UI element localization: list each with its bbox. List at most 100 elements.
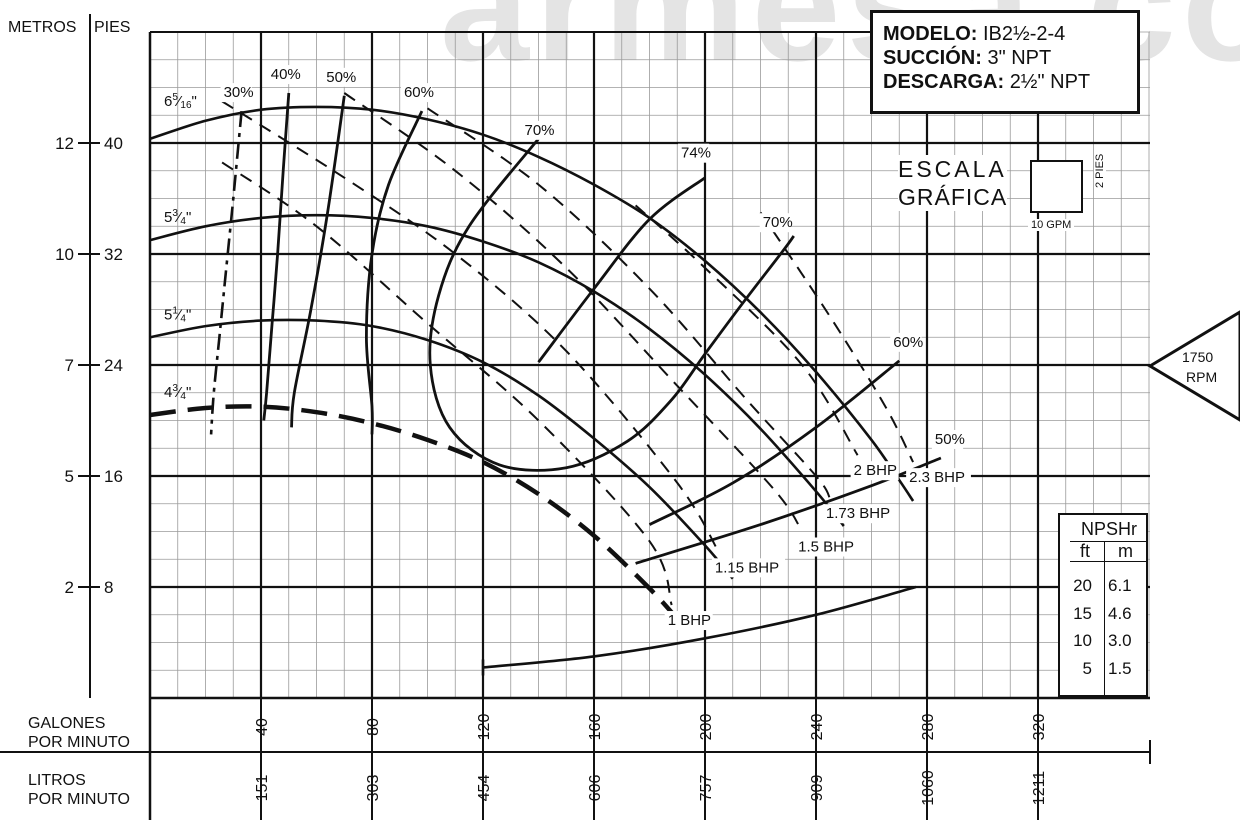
power-curve [426, 107, 831, 499]
series-labels: 65⁄16" 53⁄4" 51⁄4" 43⁄4" 1 BHP 1.15 BHP 1.5 BH… [164, 65, 971, 631]
pies-axis-label: PIES [94, 19, 130, 36]
lpm-axis-label-2: POR MINUTO [28, 791, 130, 808]
power-label: 1 BHP [668, 612, 711, 629]
impeller-label: 65⁄16" [164, 92, 197, 111]
label-backdrop [678, 143, 710, 163]
label-backdrop [795, 537, 860, 557]
npsh-row-m: 1.5 [1108, 659, 1132, 678]
npsh-axis [1104, 541, 1105, 696]
label-backdrop [664, 611, 713, 631]
axes [0, 14, 1151, 820]
label-backdrop [931, 429, 964, 449]
power-label: 1.73 BHP [826, 505, 890, 522]
gpm-tick-label: 200 [698, 714, 715, 741]
gpm-tick-label: 120 [476, 714, 493, 741]
npsh-row-m: 4.6 [1108, 604, 1132, 623]
efficiency-curve [290, 95, 346, 428]
efficiency-curve [262, 92, 291, 421]
metros-tick-label: 2 [65, 578, 74, 597]
impeller-label: 53⁄4" [164, 208, 191, 227]
gpm-tick-label: 80 [365, 718, 382, 736]
metros-tick-label: 12 [55, 134, 74, 153]
label-backdrop [759, 213, 791, 233]
modelo-row: MODELO: IB2½-2-4 [883, 22, 1129, 46]
impeller-curve [149, 404, 679, 621]
scale-square [1030, 160, 1083, 213]
efficiency-label: 50% [935, 431, 965, 448]
metros-tick-label: 10 [55, 245, 74, 264]
npsh-row-ft: 15 [1073, 604, 1092, 623]
efficiency-label: 40% [271, 66, 301, 83]
lpm-tick-label: 454 [476, 775, 493, 802]
major-grid [150, 32, 1150, 698]
label-backdrop [850, 461, 899, 481]
npsh-row-ft: 5 [1082, 659, 1092, 678]
gpm-tick-label: 280 [920, 714, 937, 741]
gpm-tick-label: 160 [587, 714, 604, 741]
label-backdrop [267, 65, 299, 85]
npsh-row-ft: 10 [1073, 631, 1092, 650]
efficiency-curve [428, 137, 795, 472]
lpm-axis-label-1: LITROS [28, 772, 86, 789]
gpm-axis-label-1: GALONES [28, 715, 105, 732]
metros-axis-label: METROS [8, 19, 76, 36]
metros-tick-label: 5 [65, 467, 74, 486]
npsh-curve [482, 585, 917, 669]
rpm-value: 1750 [1182, 349, 1213, 365]
lpm-tick-label: 606 [587, 775, 604, 802]
label-backdrop [220, 83, 252, 103]
succion-key: SUCCIÓN: [883, 47, 982, 69]
npsh-head-rule [1070, 561, 1148, 562]
power-label: 2 BHP [854, 462, 897, 479]
lpm-tick-label: 1060 [920, 770, 937, 806]
npsh-head-m: m [1118, 541, 1133, 561]
impeller-curve [149, 213, 845, 527]
impeller-curve [149, 318, 734, 580]
lpm-tick-label: 151 [254, 775, 271, 802]
metros-tick-label: 7 [65, 356, 74, 375]
efficiency-label: 60% [893, 334, 923, 351]
label-backdrop [521, 120, 553, 140]
modelo-key: MODELO: [883, 23, 978, 45]
impeller-label: 51⁄4" [164, 305, 191, 324]
succion-row: SUCCIÓN: 3" NPT [883, 46, 1129, 70]
gpm-axis-label-2: POR MINUTO [28, 734, 130, 751]
pies-tick-label: 40 [104, 134, 123, 153]
label-backdrop [400, 83, 433, 103]
power-label: 1.5 BHP [798, 539, 854, 556]
scale-line-2: GRÁFICA [898, 184, 1008, 210]
efficiency-curve [209, 110, 243, 435]
axis-ticks: 4015180303120454160606200757240909280106… [55, 134, 1048, 820]
npsh-table: NPSHr ft m 20 6.1 15 4.6 10 3.0 5 1.5 [1058, 513, 1148, 697]
pies-tick-label: 24 [104, 356, 123, 375]
pies-tick-label: 16 [104, 467, 123, 486]
lpm-tick-label: 909 [809, 775, 826, 802]
power-curve [343, 92, 803, 533]
gpm-tick-label: 40 [254, 718, 271, 736]
npsh-row-ft: 20 [1073, 576, 1092, 595]
efficiency-curve [635, 456, 942, 565]
lpm-tick-label: 303 [365, 775, 382, 802]
pies-tick-label: 32 [104, 245, 123, 264]
rpm-unit: RPM [1186, 369, 1217, 385]
efficiency-curve [648, 359, 901, 526]
power-curve [634, 204, 859, 456]
lpm-tick-label: 757 [698, 775, 715, 802]
power-label: 2.3 BHP [909, 469, 965, 486]
chart-series [149, 92, 942, 676]
efficiency-label: 60% [404, 84, 434, 101]
npsh-title: NPSHr [1070, 517, 1148, 542]
gpm-tick-label: 320 [1031, 714, 1048, 741]
efficiency-curve [537, 176, 706, 364]
label-backdrop [711, 558, 786, 578]
pies-tick-label: 8 [104, 578, 113, 597]
efficiency-label: 30% [224, 84, 254, 101]
gpm-tick-label: 240 [809, 714, 826, 741]
scale-line-1: ESCALA [898, 156, 1007, 182]
efficiency-label: 70% [525, 122, 555, 139]
model-info-box: MODELO: IB2½-2-4 SUCCIÓN: 3" NPT DESCARG… [870, 10, 1140, 114]
descarga-key: DESCARGA: [883, 71, 1005, 93]
impeller-curve [149, 105, 915, 502]
scale-ft-label: 2 PIES [1094, 153, 1106, 188]
